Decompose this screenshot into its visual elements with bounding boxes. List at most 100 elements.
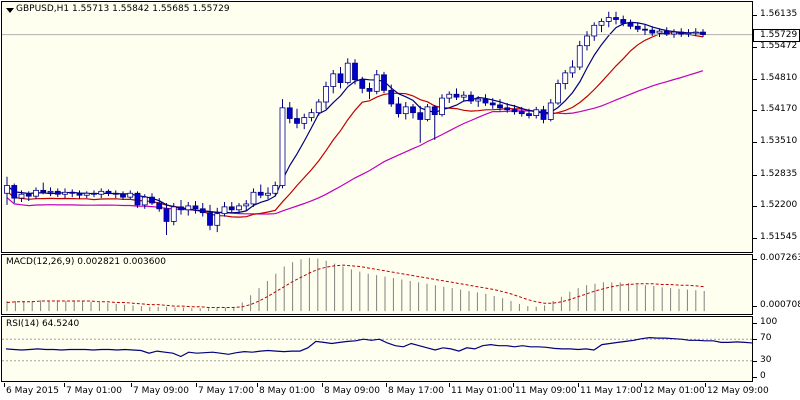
- macd-panel[interactable]: MACD(12,26,9) 0.002821 0.003600: [1, 254, 753, 315]
- candle-body: [286, 107, 293, 119]
- time-tick-mark: [641, 383, 642, 387]
- candle-body: [692, 31, 699, 34]
- candle-body: [315, 101, 322, 114]
- macd-chart-svg: [6, 257, 705, 312]
- candle-body: [410, 106, 416, 114]
- candle-body: [620, 19, 627, 24]
- candle-body: [127, 192, 134, 198]
- macd-label: MACD(12,26,9) 0.002821 0.003600: [6, 257, 166, 267]
- candle-body: [569, 66, 576, 74]
- price-panel[interactable]: GBPUSD,H1 1.55713 1.55842 1.55685 1.5572…: [1, 1, 753, 253]
- time-tick-mark: [705, 383, 706, 387]
- rsi-tick-label: 70: [760, 333, 772, 344]
- time-tick-mark: [196, 383, 197, 387]
- candle-body: [91, 192, 97, 195]
- candle-body: [330, 73, 337, 87]
- candle-body: [613, 17, 619, 20]
- candle-body: [344, 62, 351, 83]
- time-tick-label: 12 May 01:00: [643, 386, 705, 396]
- price-tick-label: 1.52835: [760, 169, 798, 180]
- rsi-line: [5, 336, 752, 358]
- candle-body: [192, 205, 199, 210]
- candle-body: [62, 191, 68, 195]
- time-tick-label: 7 May 17:00: [198, 386, 254, 396]
- price-tick-label-mark: [753, 142, 757, 144]
- candle-body: [301, 117, 308, 124]
- candle-body: [76, 192, 83, 196]
- time-tick-label: 6 May 2015: [6, 386, 59, 396]
- candle-body: [431, 106, 438, 116]
- candle-body: [598, 21, 605, 26]
- time-tick-label: 7 May 01:00: [66, 386, 122, 396]
- time-axis[interactable]: 6 May 2015 7 May 01:00 7 May 09:00 7 May 17…: [0, 383, 800, 400]
- time-tick-label: 8 May 09:00: [324, 386, 380, 396]
- candle-body: [359, 79, 366, 89]
- symbol-dropdown-icon[interactable]: [6, 8, 14, 13]
- price-tick-label-mark: [753, 237, 757, 239]
- candle-body: [25, 193, 32, 197]
- candle-body: [170, 206, 177, 222]
- price-chart-svg: [2, 11, 752, 236]
- candle-body: [627, 22, 634, 27]
- candle-body: [156, 202, 163, 210]
- candle-body: [562, 72, 569, 84]
- candle-body: [700, 31, 706, 35]
- rsi-panel[interactable]: RSI(14) 64.5240: [1, 316, 753, 382]
- candle-body: [141, 196, 148, 206]
- candle-body: [272, 185, 279, 194]
- candle-body: [605, 17, 612, 22]
- candle-body: [178, 206, 184, 211]
- candle-body: [366, 88, 373, 92]
- candle-body: [69, 191, 76, 194]
- candle-body: [112, 192, 119, 195]
- candle-body: [446, 93, 453, 99]
- candle-body: [576, 45, 583, 68]
- candle-body: [105, 190, 112, 194]
- rsi-tick-label-mark: [753, 339, 757, 341]
- candle-body: [468, 94, 474, 102]
- current-price-box: 1.55729: [753, 28, 800, 42]
- candle-body: [98, 190, 105, 195]
- candle-body: [424, 106, 431, 120]
- candle-body: [504, 107, 511, 111]
- candle-body: [149, 196, 155, 204]
- macd-signal-line: [6, 264, 705, 308]
- macd-tick-label: 0.000708: [760, 300, 800, 311]
- high-value: 1.55842: [112, 4, 150, 14]
- time-tick-label: 11 May 01:00: [451, 386, 513, 396]
- candle-body: [497, 104, 503, 109]
- candle-body: [185, 205, 192, 211]
- price-axis[interactable]: 1.56135 1.55472 1.54810 1.54170 1.53510 1.528…: [753, 0, 800, 384]
- time-tick-mark: [322, 383, 323, 387]
- candle-body: [439, 97, 445, 116]
- time-tick-mark: [257, 383, 258, 387]
- candle-body: [18, 193, 25, 199]
- candle-body: [634, 25, 641, 30]
- candle-body: [199, 208, 206, 214]
- candle-body: [265, 192, 271, 196]
- price-tick-label: 1.56135: [760, 8, 798, 19]
- candle-body: [257, 191, 264, 196]
- price-tick-label-mark: [753, 79, 757, 81]
- rsi-tick-label: 30: [760, 354, 772, 365]
- symbol-ohlc-label: GBPUSD,H1 1.55713 1.55842 1.55685 1.5572…: [16, 4, 230, 14]
- price-tick-label-mark: [753, 205, 757, 207]
- candle-body: [236, 205, 242, 211]
- rsi-chart-svg: [2, 336, 752, 362]
- time-tick-mark: [449, 383, 450, 387]
- candle-body: [83, 192, 90, 196]
- price-tick-label: 1.54170: [760, 104, 798, 115]
- candle-body: [4, 185, 10, 194]
- rsi-tick-label: 100: [760, 317, 778, 327]
- macd-tick-label-mark: [753, 306, 757, 308]
- candle-body: [417, 112, 424, 120]
- candle-body: [460, 94, 467, 98]
- candle-body: [221, 206, 228, 215]
- candle-body: [656, 30, 663, 34]
- price-tick-label-mark: [753, 14, 757, 16]
- price-tick-label-mark: [753, 47, 757, 49]
- rsi-tick-label-mark: [753, 377, 757, 378]
- candle-body: [395, 103, 402, 115]
- candle-body: [453, 93, 460, 98]
- rsi-label: RSI(14) 64.5240: [6, 319, 80, 329]
